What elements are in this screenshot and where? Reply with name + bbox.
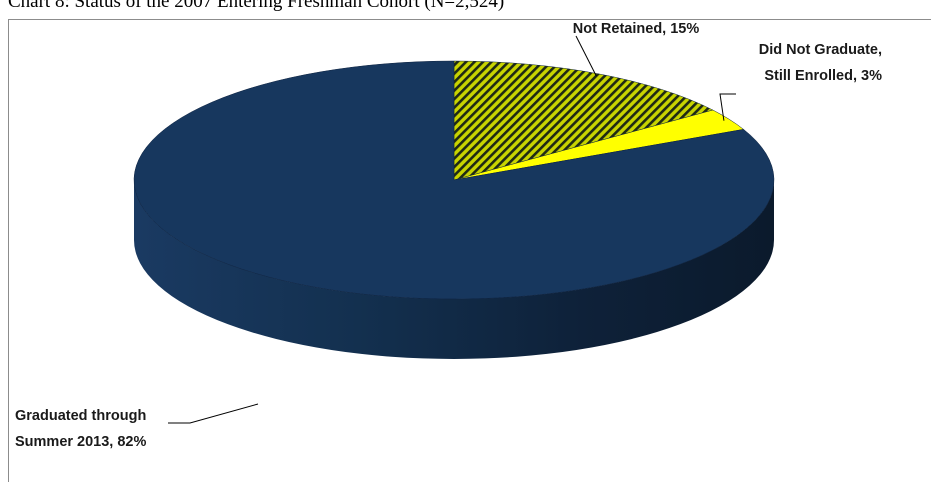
leader-line — [719, 93, 736, 121]
chart-frame — [8, 19, 931, 482]
slice-data-label: Did Not Graduate, — [759, 42, 882, 58]
slice-data-label: Summer 2013, 82% — [15, 434, 146, 450]
slice-data-label: Still Enrolled, 3% — [764, 68, 882, 84]
pie-slice-not-retained — [453, 60, 714, 181]
pie-slice-graduated-through-summer-2013 — [133, 60, 775, 300]
pie-top-layer — [133, 60, 775, 300]
leader-line — [575, 35, 597, 77]
pie-side-layer — [134, 180, 774, 359]
pie-side-wall — [134, 180, 774, 359]
slice-data-label: Not Retained, 15% — [573, 21, 700, 37]
slice-data-label: Graduated through — [15, 408, 146, 424]
leader-line — [168, 403, 259, 424]
chart-caption: Chart 8: Status of the 2007 Entering Fre… — [8, 0, 505, 12]
pie-label-layer: Not Retained, 15% Did Not Graduate, Still … — [15, 21, 882, 450]
